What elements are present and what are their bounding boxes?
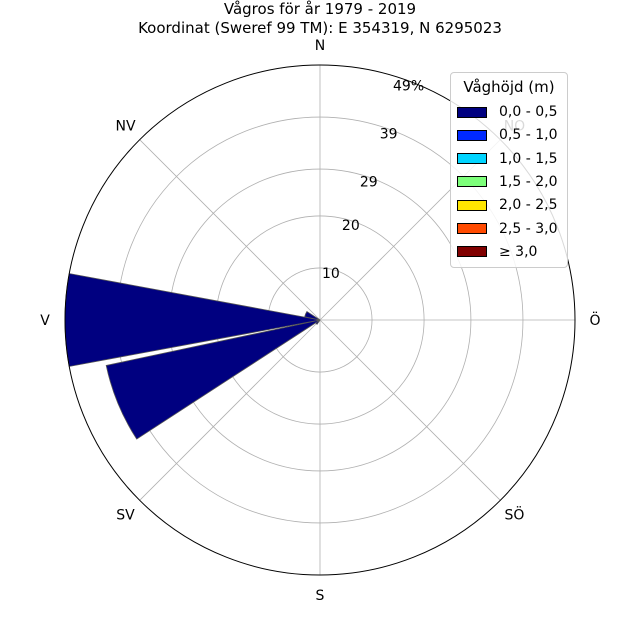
- legend-item: 0,5 - 1,0: [457, 125, 557, 145]
- radial-tick-4: 49%: [393, 78, 424, 94]
- legend-item: 1,0 - 1,5: [457, 149, 557, 169]
- legend-label: 2,5 - 3,0: [499, 220, 558, 237]
- chart-title: Vågros för år 1979 - 2019: [223, 0, 417, 18]
- legend-title: Våghöjd (m): [463, 78, 555, 96]
- legend-item: 1,5 - 2,0: [457, 172, 557, 192]
- bar-vnv-s0: [304, 310, 321, 321]
- outer-circle: [64, 64, 576, 576]
- legend-item: 0,0 - 0,5: [457, 102, 557, 122]
- bar-vsv-s0: [105, 319, 321, 440]
- direction-label-7: NV: [116, 119, 136, 135]
- legend-swatch: [457, 199, 487, 211]
- legend-item: 2,0 - 2,5: [457, 195, 557, 215]
- grid-spoke-5: [139, 319, 321, 501]
- direction-label-0: N: [315, 38, 325, 54]
- wind-rose-bars: [64, 273, 321, 440]
- legend: Våghöjd (m) 0,0 - 0,5 0,5 - 1,0 1,0 - 1,5 1…: [450, 72, 568, 268]
- radial-tick-2: 29: [360, 175, 378, 191]
- legend-swatch: [457, 129, 487, 141]
- radial-tick-1: 20: [342, 218, 360, 234]
- legend-label: 2,0 - 2,5: [499, 197, 558, 214]
- direction-label-6: V: [40, 313, 50, 329]
- grid-spoke-7: [139, 139, 321, 321]
- direction-label-3: SÖ: [505, 505, 525, 523]
- legend-item: 2,5 - 3,0: [457, 219, 557, 239]
- direction-label-4: S: [316, 588, 325, 604]
- legend-swatch: [457, 223, 487, 234]
- legend-swatch: [457, 106, 487, 118]
- chart-subtitle: Koordinat (Sweref 99 TM): E 354319, N 62…: [138, 19, 502, 37]
- legend-label: 0,5 - 1,0: [499, 127, 558, 144]
- legend-swatch: [457, 176, 487, 188]
- grid-spoke-3: [319, 319, 501, 501]
- radial-tick-3: 39: [380, 126, 398, 142]
- bar-sv-s0: [315, 319, 321, 325]
- legend-label: 1,0 - 1,5: [499, 150, 558, 167]
- legend-swatch: [457, 246, 487, 258]
- legend-item: ≥ 3,0: [457, 242, 537, 262]
- legend-label: 1,5 - 2,0: [499, 173, 558, 190]
- legend-label: 0,0 - 0,5: [499, 104, 558, 120]
- direction-label-2: Ö: [589, 311, 600, 329]
- legend-swatch: [457, 153, 487, 165]
- direction-label-5: SV: [116, 507, 135, 523]
- legend-label: ≥ 3,0: [499, 243, 538, 260]
- radial-tick-0: 10: [322, 266, 340, 282]
